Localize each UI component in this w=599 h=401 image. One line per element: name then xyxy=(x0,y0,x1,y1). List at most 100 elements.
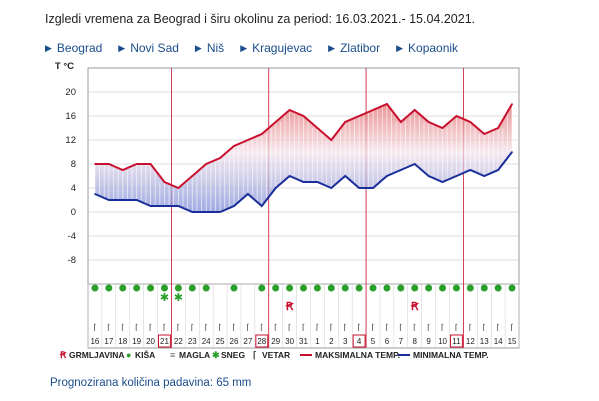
rain-icon xyxy=(439,284,447,292)
min-temp-point xyxy=(163,205,166,207)
x-tick-label: 11 xyxy=(452,337,461,346)
min-temp-point xyxy=(233,205,235,207)
wind-icon: ⌈ xyxy=(427,323,430,332)
max-temp-point xyxy=(400,121,402,123)
y-tick-label: 8 xyxy=(71,159,76,170)
rain-icon xyxy=(91,284,99,292)
x-tick-label: 23 xyxy=(188,337,197,346)
rain-icon xyxy=(147,284,155,292)
min-temp-point xyxy=(511,151,513,153)
max-temp-point xyxy=(455,115,458,117)
min-temp-point xyxy=(177,205,180,207)
legend-thunder-label: GRMLJAVINA xyxy=(69,350,125,360)
x-tick-label: 13 xyxy=(480,337,489,346)
city-link-beograd[interactable]: ▶ Beograd xyxy=(45,41,102,55)
day-highlight-box xyxy=(255,334,269,348)
legend-wind-icon: ⌈ xyxy=(253,350,257,360)
day-highlight-box xyxy=(158,334,171,348)
rain-icon xyxy=(133,284,141,292)
legend-min-temp-label: MINIMALNA TEMP. xyxy=(413,350,489,360)
x-tick-label: 22 xyxy=(174,337,183,346)
wind-icon: ⌈ xyxy=(399,323,402,332)
min-temp-point xyxy=(288,175,291,177)
rain-icon xyxy=(272,284,280,292)
wind-icon: ⌈ xyxy=(316,323,319,332)
rain-icon xyxy=(300,284,307,292)
city-link-kopaonik[interactable]: ▶ Kopaonik xyxy=(396,41,458,55)
max-temp-point xyxy=(260,133,263,135)
max-temp-point xyxy=(177,187,180,189)
x-tick-label: 4 xyxy=(357,337,362,346)
x-tick-label: 16 xyxy=(90,337,99,346)
wind-icon: ⌈ xyxy=(441,323,444,332)
arrow-right-icon: ▶ xyxy=(45,42,52,53)
y-tick-label: 20 xyxy=(65,87,76,98)
x-tick-label: 27 xyxy=(243,337,252,346)
x-tick-label: 20 xyxy=(146,337,155,346)
city-link-kragujevac[interactable]: ▶ Kragujevac xyxy=(240,41,312,55)
legend-snow-icon: ✱ xyxy=(212,350,220,360)
max-temp-point xyxy=(121,169,124,171)
rain-icon xyxy=(466,284,474,292)
legend-thunder-icon: Ꞧ xyxy=(59,350,67,360)
rain-icon xyxy=(508,284,516,292)
arrow-right-icon: ▶ xyxy=(396,42,404,53)
rain-icon xyxy=(160,284,168,292)
wind-icon: ⌈ xyxy=(497,323,500,332)
rain-icon xyxy=(383,284,391,292)
rain-icon xyxy=(230,284,238,292)
min-temp-point xyxy=(497,169,499,171)
min-temp-point xyxy=(135,199,138,201)
legend-max-temp-label: MAKSIMALNA TEMP. xyxy=(315,350,400,360)
rain-icon xyxy=(174,284,182,292)
max-temp-point xyxy=(497,127,499,129)
min-temp-point xyxy=(483,175,486,177)
city-link-novi-sad[interactable]: ▶ Novi Sad xyxy=(118,41,179,55)
rain-icon xyxy=(119,284,127,292)
max-temp-point xyxy=(469,121,472,123)
rain-icon xyxy=(369,284,377,292)
max-temp-point xyxy=(135,163,138,165)
wind-icon: ⌈ xyxy=(510,323,513,332)
city-label: Beograd xyxy=(56,41,103,55)
min-temp-point xyxy=(149,205,152,207)
x-tick-label: 1 xyxy=(315,337,320,346)
wind-icon: ⌈ xyxy=(483,323,486,332)
x-tick-label: 14 xyxy=(494,337,503,346)
wind-icon: ⌈ xyxy=(205,323,208,332)
rain-icon xyxy=(397,284,405,292)
thunder-icon: Ꞧ xyxy=(410,301,419,313)
min-temp-point xyxy=(358,187,360,189)
rain-icon xyxy=(188,284,196,292)
min-temp-point xyxy=(94,193,96,195)
min-temp-point xyxy=(108,199,110,201)
max-temp-point xyxy=(441,127,444,129)
arrow-right-icon: ▶ xyxy=(328,42,336,53)
x-tick-label: 25 xyxy=(216,337,225,346)
max-temp-point xyxy=(427,121,430,123)
x-tick-label: 5 xyxy=(371,337,376,346)
rain-icon xyxy=(313,284,321,292)
min-temp-point xyxy=(121,199,124,201)
max-temp-point xyxy=(316,127,319,129)
wind-icon: ⌈ xyxy=(219,323,222,332)
x-tick-label: 29 xyxy=(271,337,280,346)
y-axis-label: T °C xyxy=(55,61,74,72)
y-tick-label: -8 xyxy=(68,255,76,266)
snow-icon: ✱ xyxy=(174,292,183,304)
city-link-nis[interactable]: ▶ Niš xyxy=(195,41,224,55)
city-link-zlatibor[interactable]: ▶ Zlatibor xyxy=(328,41,380,55)
legend-snow-label: SNEG xyxy=(221,350,245,360)
min-temp-point xyxy=(274,187,277,189)
max-temp-point xyxy=(205,163,207,165)
wind-icon: ⌈ xyxy=(191,323,194,332)
max-temp-point xyxy=(386,103,388,105)
x-tick-label: 9 xyxy=(426,337,431,346)
y-tick-label: -4 xyxy=(68,231,76,242)
legend-rain-icon: ● xyxy=(126,350,131,360)
y-tick-label: 12 xyxy=(65,135,76,146)
wind-icon: ⌈ xyxy=(135,323,138,332)
min-temp-point xyxy=(441,181,444,183)
max-temp-point xyxy=(288,109,291,111)
